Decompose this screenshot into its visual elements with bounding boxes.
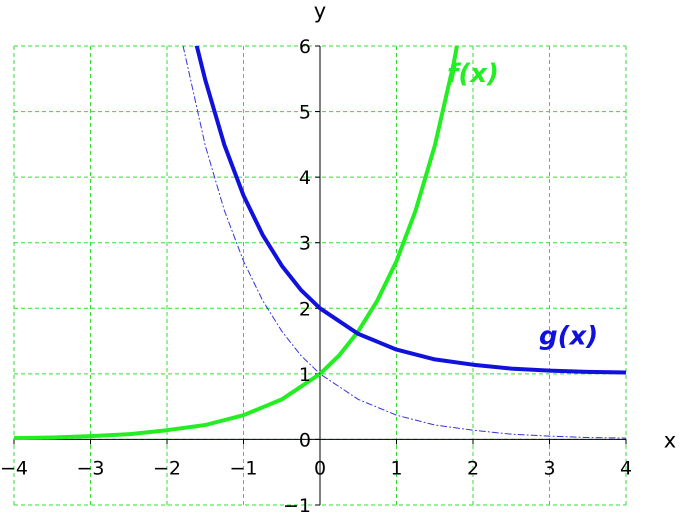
curve-label: g(x) (539, 321, 598, 351)
x-tick-label: 2 (467, 457, 479, 479)
curve-label: f(x) (447, 59, 499, 89)
y-axis-label: y (314, 0, 326, 23)
y-tick-label: 0 (299, 429, 311, 451)
y-tick-label: 6 (299, 36, 311, 58)
y-tick-label: −1 (283, 495, 311, 514)
x-tick-label: −2 (153, 457, 181, 479)
curve-labels: f(x) g(x) (447, 59, 598, 351)
x-tick-label: 3 (543, 457, 555, 479)
y-tick-label: 4 (299, 167, 311, 189)
y-tick-label: 5 (299, 102, 311, 124)
series-line-1 (194, 46, 626, 375)
y-tick-label: 3 (299, 233, 311, 255)
x-axis-label: x (664, 428, 676, 452)
x-tick-label: −1 (229, 457, 257, 479)
x-tick-label: −4 (0, 457, 28, 479)
series-line-2 (182, 46, 626, 439)
x-tick-label: −3 (76, 457, 104, 479)
x-tick-label: 1 (390, 457, 402, 479)
axes (13, 45, 627, 506)
series-group (14, 46, 626, 441)
y-tick-label: 1 (299, 364, 311, 386)
y-tick-label: 2 (299, 298, 311, 320)
x-tick-label: 4 (620, 457, 632, 479)
x-tick-label: 0 (314, 457, 326, 479)
series-line-0 (14, 46, 459, 441)
